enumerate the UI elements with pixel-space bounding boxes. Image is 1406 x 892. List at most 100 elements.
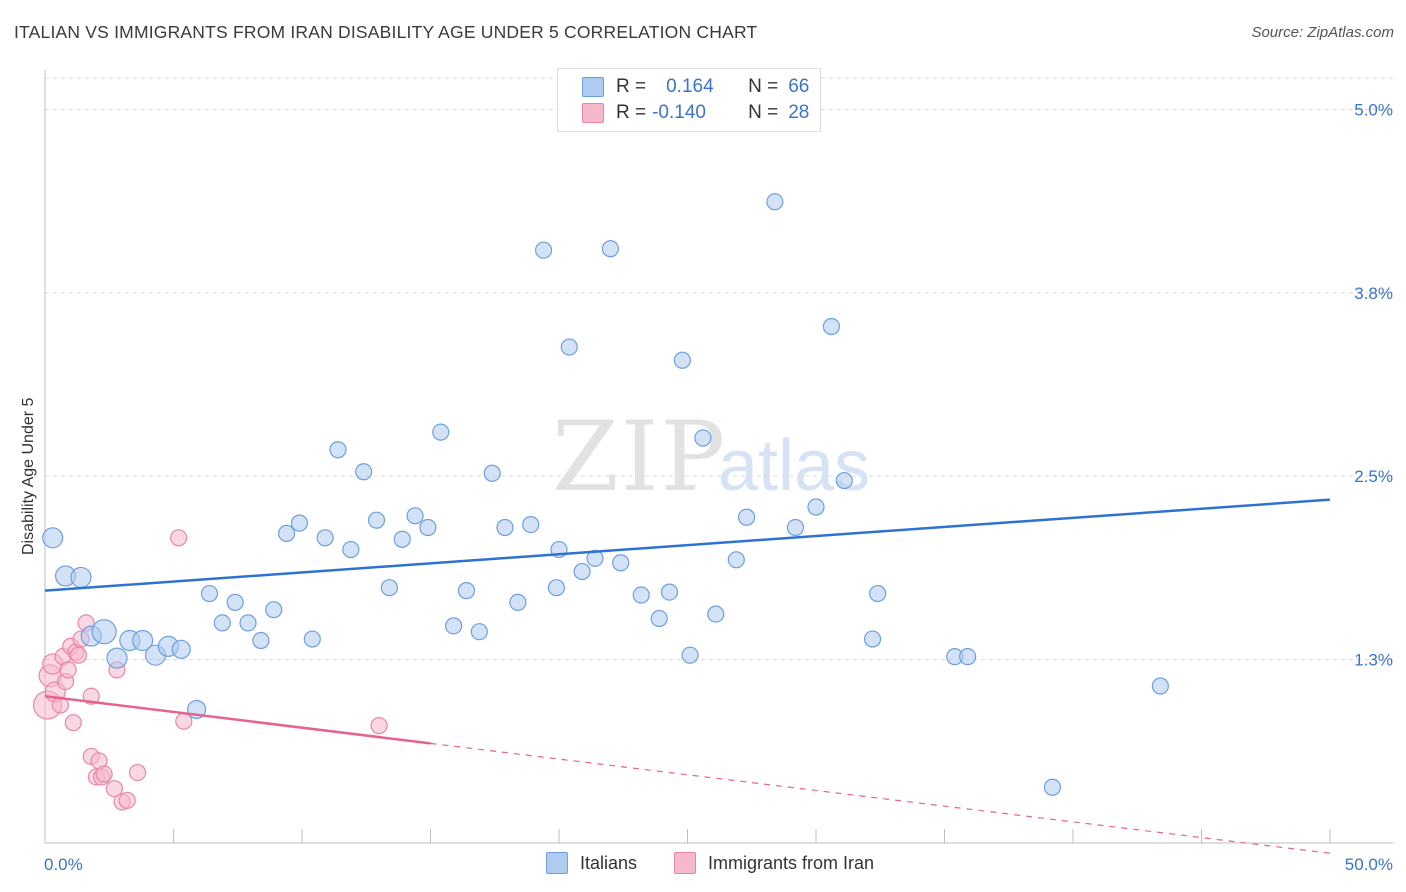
tick-labels: 1.3% 2.5% 3.8% 5.0% 0.0% 50.0% (44, 100, 1393, 874)
chart-title: ITALIAN VS IMMIGRANTS FROM IRAN DISABILI… (14, 22, 758, 42)
trend-lines (44, 498, 1331, 854)
italians-point (1043, 778, 1062, 796)
x-tick-label: 50.0% (1345, 855, 1393, 874)
italians-point (547, 579, 566, 597)
iran-point (170, 529, 188, 547)
italians-point (660, 583, 679, 601)
bottom-legend-label-italians: Italians (580, 852, 638, 873)
italians-point (342, 540, 360, 559)
italians-point (673, 351, 691, 369)
italians-point (380, 579, 398, 597)
italians-point (863, 630, 882, 648)
italians-point (612, 554, 630, 572)
y-tick-label: 5.0% (1354, 100, 1393, 119)
italians-point (586, 549, 604, 567)
legend-n-label: N = (748, 102, 779, 123)
legend-r-value: -0.140 (652, 102, 706, 123)
watermark-atlas: atlas (718, 426, 870, 506)
grid-lines (45, 77, 1393, 661)
x-tick-label: 0.0% (44, 855, 83, 874)
bottom-legend-swatch-italians (546, 852, 568, 874)
italians-point (522, 515, 540, 534)
italians-point (560, 338, 578, 356)
iran-point (69, 646, 88, 664)
y-tick-label: 1.3% (1354, 651, 1393, 670)
italians-point (393, 530, 411, 548)
italians-point (91, 619, 117, 645)
italians-point (252, 631, 270, 650)
iran-point (64, 714, 82, 732)
italians-point (869, 584, 887, 603)
iran-point (105, 780, 123, 798)
legend-row-italians: R = 0.164 N = 66 (582, 75, 809, 99)
italians-point (1151, 677, 1169, 695)
legend-box: R = 0.164 N = 66 R = -0.140 N = 28 (557, 68, 821, 132)
italians-point (171, 639, 191, 659)
italians-point (367, 511, 386, 529)
italians-trend-line (44, 498, 1331, 592)
italians-point (70, 566, 92, 589)
iran-point (370, 717, 388, 735)
italians-point (406, 507, 424, 525)
italians-point (226, 593, 244, 611)
italians-point (132, 629, 154, 652)
italians-point (290, 514, 309, 532)
italians-point (42, 527, 64, 549)
italians-point (432, 423, 450, 441)
legend-r-label: R = (616, 102, 647, 123)
iran-point (118, 791, 136, 810)
italians-point (277, 524, 296, 542)
italians-point (650, 609, 668, 628)
italians-point (707, 605, 725, 623)
italians-point (786, 518, 805, 537)
italians-point (534, 241, 553, 259)
iran-trend-line (44, 695, 431, 745)
italians-point (445, 617, 463, 635)
italians-point (496, 518, 514, 537)
bottom-legend-iran: Immigrants from Iran (674, 852, 874, 874)
italians-point (239, 614, 257, 632)
italians-point (632, 586, 650, 604)
legend-swatch-italians (582, 77, 604, 97)
legend-row-iran: R = -0.140 N = 28 (582, 101, 809, 125)
italians-point (573, 562, 591, 581)
iran-point (59, 661, 77, 679)
legend-r-value: 0.164 (666, 76, 714, 97)
italians-point (303, 630, 321, 648)
legend-n-label: N = (748, 76, 779, 97)
italians-point (457, 582, 476, 600)
italians-point (601, 240, 620, 258)
iran-point (95, 765, 113, 783)
y-tick-label: 2.5% (1354, 467, 1393, 486)
bottom-legend-swatch-iran (674, 852, 696, 874)
italians-point (329, 441, 347, 459)
italians-point (355, 463, 373, 481)
italians-point (316, 529, 334, 547)
italians-point (106, 647, 128, 669)
bottom-legend-label-iran: Immigrants from Iran (708, 852, 875, 873)
italians-point (419, 518, 437, 537)
italians-point (681, 646, 699, 664)
italians-point (694, 429, 712, 447)
italians-point (727, 551, 745, 569)
italians-point (807, 498, 825, 516)
legend-n-value: 28 (788, 102, 810, 123)
iran-point (128, 763, 147, 782)
italians-point (265, 601, 283, 619)
series-iran-points (32, 529, 388, 811)
italians-point (822, 317, 841, 336)
italians-point (959, 648, 977, 666)
italians-point (213, 614, 231, 632)
italians-point (483, 464, 501, 482)
legend-r-label: R = (616, 76, 647, 97)
legend-swatch-iran (582, 103, 604, 123)
source-label: Source: ZipAtlas.com (1251, 24, 1394, 41)
italians-point (470, 623, 488, 641)
italians-point (738, 508, 756, 526)
legend-n-value: 66 (788, 76, 810, 97)
italians-point (835, 471, 853, 490)
bottom-legend: Italians Immigrants from Iran (0, 852, 1406, 878)
italians-point (766, 193, 784, 211)
iran-trend-line-extension (430, 742, 1331, 854)
